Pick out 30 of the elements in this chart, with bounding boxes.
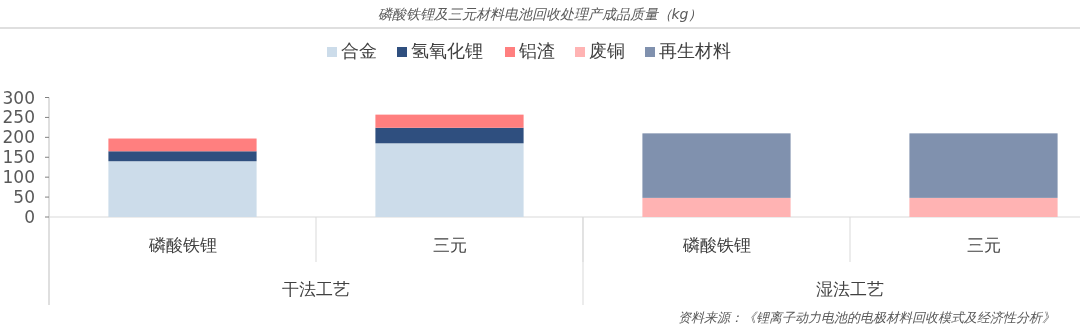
x-tick-label: 三元 bbox=[966, 235, 1001, 255]
chart-title: 磷酸铁锂及三元材料电池回收处理产成品质量（kg） bbox=[377, 6, 703, 22]
legend-label: 废铜 bbox=[589, 40, 625, 61]
y-tick-label: 50 bbox=[13, 187, 35, 208]
bar bbox=[108, 151, 257, 162]
bar bbox=[909, 197, 1058, 217]
y-tick-label: 200 bbox=[2, 127, 35, 148]
legend-label: 氢氧化锂 bbox=[411, 40, 483, 61]
bar bbox=[909, 133, 1058, 198]
bar bbox=[375, 114, 524, 128]
text: 干法工艺 bbox=[282, 279, 350, 299]
legend-label: 合金 bbox=[341, 40, 377, 61]
bar bbox=[108, 161, 257, 217]
bar bbox=[375, 127, 524, 144]
y-tick-label: 100 bbox=[2, 167, 35, 188]
legend-label: 再生材料 bbox=[659, 40, 731, 61]
x-tick-label: 磷酸铁锂 bbox=[681, 235, 751, 255]
bar bbox=[642, 197, 791, 217]
bar bbox=[108, 138, 257, 152]
bar bbox=[642, 133, 791, 198]
y-tick-label: 0 bbox=[24, 207, 35, 227]
bar bbox=[375, 143, 524, 217]
text: 湿法工艺 bbox=[816, 279, 884, 299]
text: 资料来源：《锂离子动力电池的电极材料回收模式及经济性分析》 bbox=[678, 310, 1055, 325]
legend-label: 铝渣 bbox=[518, 40, 555, 61]
y-tick-label: 250 bbox=[2, 107, 35, 128]
x-tick-label: 磷酸铁锂 bbox=[147, 235, 217, 255]
y-tick-label: 300 bbox=[2, 87, 35, 108]
y-tick-label: 150 bbox=[2, 147, 35, 168]
x-tick-label: 三元 bbox=[432, 235, 467, 255]
